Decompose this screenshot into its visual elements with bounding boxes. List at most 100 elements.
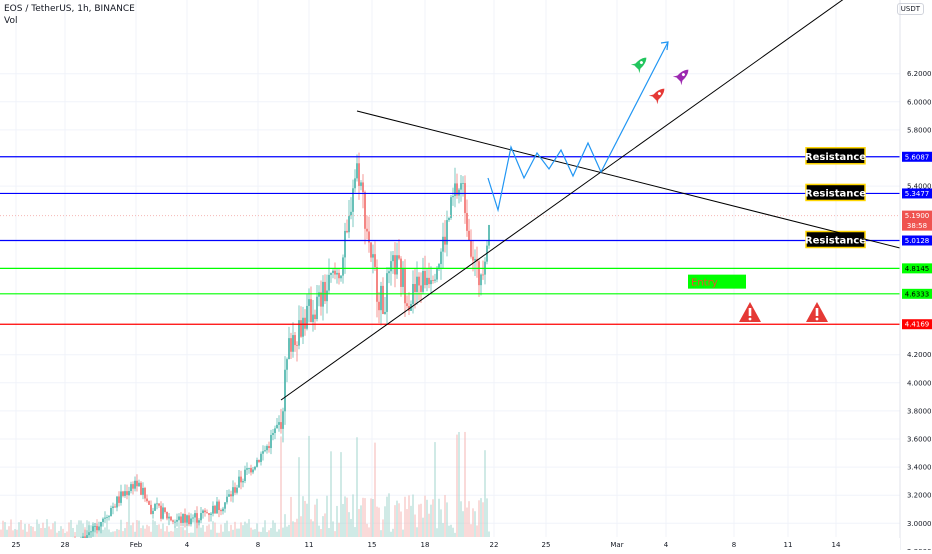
candle-body (332, 270, 334, 273)
candle-body (364, 192, 366, 229)
candle-body (156, 503, 158, 505)
volume-bar (124, 528, 126, 537)
volume-bar (400, 511, 402, 537)
resistance-label: Resistance (805, 236, 866, 247)
candle-body (348, 215, 350, 233)
volume-bar (428, 513, 430, 537)
volume-bar (40, 527, 42, 537)
volume-bar (192, 532, 194, 537)
candle-body (366, 228, 368, 232)
time-tick-label: 11 (784, 541, 793, 549)
candle-body (388, 271, 390, 274)
candle-body (368, 231, 370, 243)
volume-bar (424, 495, 426, 537)
warning-icon (739, 302, 761, 322)
volume-bar (146, 524, 148, 537)
volume-bar (238, 528, 240, 537)
volume-bar (194, 522, 196, 537)
symbol-title[interactable]: EOS / TetherUS, 1h, BINANCE (4, 4, 135, 14)
volume-bar (54, 521, 56, 537)
volume-bar (22, 529, 24, 537)
volume-bar (58, 530, 60, 537)
candle-body (264, 450, 266, 452)
volume-bar (42, 522, 44, 537)
candle-body (406, 303, 408, 307)
candle-body (250, 468, 252, 473)
candle-body (88, 532, 90, 536)
volume-bar (374, 442, 376, 537)
candle-body (118, 496, 120, 503)
candle-body (138, 482, 140, 487)
volume-bar (244, 521, 246, 537)
time-axis: 25 28 Feb 4 8 11 15 18 22 25 Mar 4 8 11 14 (0, 538, 900, 550)
volume-bar (362, 497, 364, 537)
candle-body (158, 503, 160, 506)
volume-bar (66, 531, 68, 537)
candle-body (196, 513, 198, 523)
candle-body (134, 480, 136, 489)
volume-bar (262, 527, 264, 537)
volume-bar (330, 451, 332, 537)
resistance-label: Resistance (805, 188, 866, 199)
volume-bar (26, 531, 28, 537)
volume-bar (236, 528, 238, 537)
candle-body (258, 459, 260, 462)
volume-bar (46, 519, 48, 537)
volume-bar (396, 500, 398, 537)
volume-bar (116, 529, 118, 537)
volume-bar (180, 526, 182, 537)
volume-bar (114, 531, 116, 537)
candle-body (456, 183, 458, 196)
volume-bar (300, 516, 302, 537)
volume-bar (456, 434, 458, 537)
volume-bar (102, 529, 104, 537)
candle-body (370, 242, 372, 258)
candle-body (422, 271, 424, 292)
last-price-label: 5.1900 (905, 212, 930, 220)
volume-bar (436, 528, 438, 537)
volume-bar (264, 520, 266, 537)
volume-bar (352, 494, 354, 537)
volume-bar (332, 521, 334, 537)
candle-body (414, 283, 416, 292)
volume-bar (152, 519, 154, 537)
price-tick-label: 3.6000 (907, 436, 932, 444)
volume-bar (226, 520, 228, 537)
volume-bar (134, 531, 136, 537)
candle-body (416, 276, 418, 292)
volume-bar (136, 520, 138, 537)
candle-body (276, 424, 278, 429)
volume-bar (186, 522, 188, 537)
candle-body (346, 230, 348, 233)
candle-body (434, 279, 436, 281)
volume-bar (390, 531, 392, 537)
time-tick-label: 4 (664, 541, 669, 549)
volume-bar (140, 528, 142, 537)
rocket-body (634, 57, 647, 70)
candle-body (304, 317, 306, 329)
candle-body (296, 345, 298, 346)
volume-bar (314, 504, 316, 537)
candle-body (398, 255, 400, 259)
candle-body (488, 224, 490, 246)
volume-bar (234, 521, 236, 537)
volume-bar (168, 531, 170, 537)
volume-bar (338, 522, 340, 537)
candle-body (330, 272, 332, 275)
candle-body (140, 482, 142, 495)
currency-selector[interactable]: USDT (896, 3, 924, 15)
volume-bar (318, 525, 320, 537)
ascending-trendline (280, 0, 844, 401)
volume-bar (350, 518, 352, 537)
level-price-label: 5.3477 (905, 190, 930, 198)
rocket-green-icon (630, 57, 647, 74)
volume-bar (462, 511, 464, 537)
volume-bar (104, 527, 106, 537)
candle-body (426, 277, 428, 286)
volume-bar (378, 507, 380, 537)
volume-bar (450, 524, 452, 537)
price-tick-label: 5.8000 (907, 126, 932, 134)
volume-bar (388, 493, 390, 537)
